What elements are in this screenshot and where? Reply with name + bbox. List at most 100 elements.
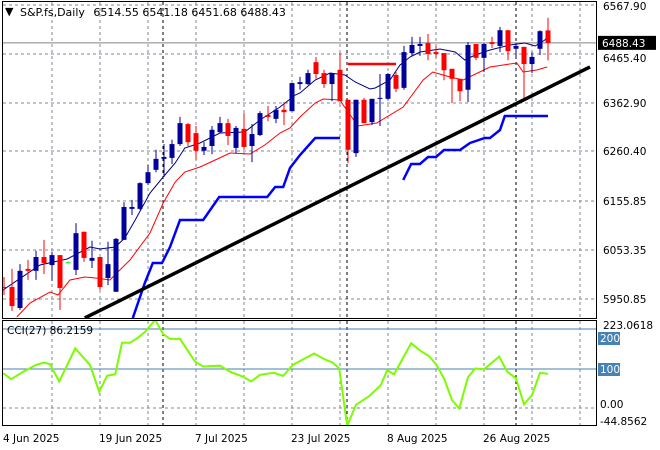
candle xyxy=(113,237,119,292)
candle xyxy=(297,76,303,90)
candle xyxy=(385,73,391,100)
candle xyxy=(313,56,319,79)
trailing-stop-line xyxy=(402,114,548,181)
candle-body xyxy=(521,46,527,65)
price-grid xyxy=(3,4,596,300)
candle-body xyxy=(337,69,343,102)
candle xyxy=(329,73,335,102)
candle xyxy=(161,144,167,177)
candle xyxy=(49,251,55,281)
candle-body xyxy=(489,42,495,45)
candle-body xyxy=(185,124,191,143)
candle xyxy=(177,116,183,146)
candle xyxy=(409,36,415,56)
candle-body xyxy=(257,113,263,136)
candle-body xyxy=(537,31,543,49)
cci-panel: CCI(27) 86.2159 223.0618 200 100 0.00 -4… xyxy=(2,320,653,428)
current-price-label: 6488.43 xyxy=(602,38,645,50)
candle xyxy=(489,36,495,48)
candle xyxy=(41,239,47,275)
candle xyxy=(57,255,63,310)
candle-body xyxy=(449,68,455,79)
candle-body xyxy=(161,156,167,159)
trendline[interactable] xyxy=(84,65,591,318)
candle xyxy=(225,118,231,146)
price-label: 5950.85 xyxy=(603,294,646,306)
candle-body xyxy=(217,123,223,133)
candle xyxy=(89,240,95,268)
price-plot xyxy=(3,17,596,318)
candle-body xyxy=(233,127,239,148)
candle-body xyxy=(465,44,471,90)
candle-body xyxy=(457,78,463,92)
candle-body xyxy=(17,270,23,308)
cci-label: CCI(27) 86.2159 xyxy=(7,325,93,337)
candle-body xyxy=(249,134,255,146)
cci-panel-border xyxy=(2,320,597,426)
candle-body xyxy=(33,257,39,271)
candle xyxy=(425,34,431,61)
candle xyxy=(353,99,359,157)
date-label: 7 Jul 2025 xyxy=(195,433,248,445)
collapse-triangle-icon[interactable]: ▼ xyxy=(5,5,14,18)
candle xyxy=(209,125,215,155)
candles xyxy=(3,17,551,311)
candle xyxy=(17,264,23,310)
candle-body xyxy=(49,255,55,266)
cci-zero-label: 0.00 xyxy=(600,399,623,411)
candle-body xyxy=(377,97,383,99)
candle-body xyxy=(289,83,295,112)
candle xyxy=(345,99,351,164)
candle xyxy=(505,30,511,61)
symbol-info: S&P.fs,Daily 6514.55 6541.18 6451.68 648… xyxy=(20,6,286,19)
candle xyxy=(217,116,223,134)
candle xyxy=(441,53,447,81)
main-panel-border xyxy=(2,1,597,319)
date-label: 23 Jul 2025 xyxy=(291,433,350,445)
candle xyxy=(97,257,103,290)
candle xyxy=(513,43,519,58)
cci-max-label: 223.0618 xyxy=(603,320,653,332)
candle-body xyxy=(361,99,367,124)
candle xyxy=(3,277,7,296)
candle xyxy=(433,45,439,58)
candle xyxy=(81,231,87,262)
candle xyxy=(169,139,175,165)
slow-moving-average-line xyxy=(16,62,548,318)
fast-moving-average-line xyxy=(3,35,549,291)
candle xyxy=(473,44,479,61)
price-axis[interactable]: 6567.90 6465.40 6362.90 6260.40 6155.85 … xyxy=(598,1,656,306)
candle-body xyxy=(9,287,15,307)
candle-body xyxy=(545,30,551,43)
candle xyxy=(305,69,311,85)
candle xyxy=(417,36,423,56)
candle-body xyxy=(241,128,247,147)
candle-body xyxy=(265,115,271,117)
trailing-stop-line xyxy=(131,136,340,318)
candle xyxy=(193,125,199,160)
candle xyxy=(129,199,135,216)
candle-body xyxy=(353,99,359,154)
date-label: 19 Jun 2025 xyxy=(99,433,162,445)
candle xyxy=(337,53,343,102)
candle xyxy=(257,111,263,136)
current-price-box xyxy=(598,35,656,50)
candle-body xyxy=(305,73,311,85)
candle-body xyxy=(441,53,447,71)
candle-body xyxy=(129,206,135,209)
candle-body xyxy=(121,206,127,240)
candle xyxy=(185,123,191,146)
candle xyxy=(289,83,295,112)
candle-body xyxy=(481,44,487,58)
candle xyxy=(457,78,463,102)
candle-body xyxy=(73,233,79,270)
time-axis[interactable]: 4 Jun 2025 19 Jun 2025 7 Jul 2025 23 Jul… xyxy=(3,433,550,445)
candle-body xyxy=(385,74,391,99)
candle xyxy=(233,125,239,154)
date-label: 4 Jun 2025 xyxy=(3,433,59,445)
candle-body xyxy=(193,133,199,151)
candle-body xyxy=(297,82,303,85)
candle-body xyxy=(529,56,535,65)
